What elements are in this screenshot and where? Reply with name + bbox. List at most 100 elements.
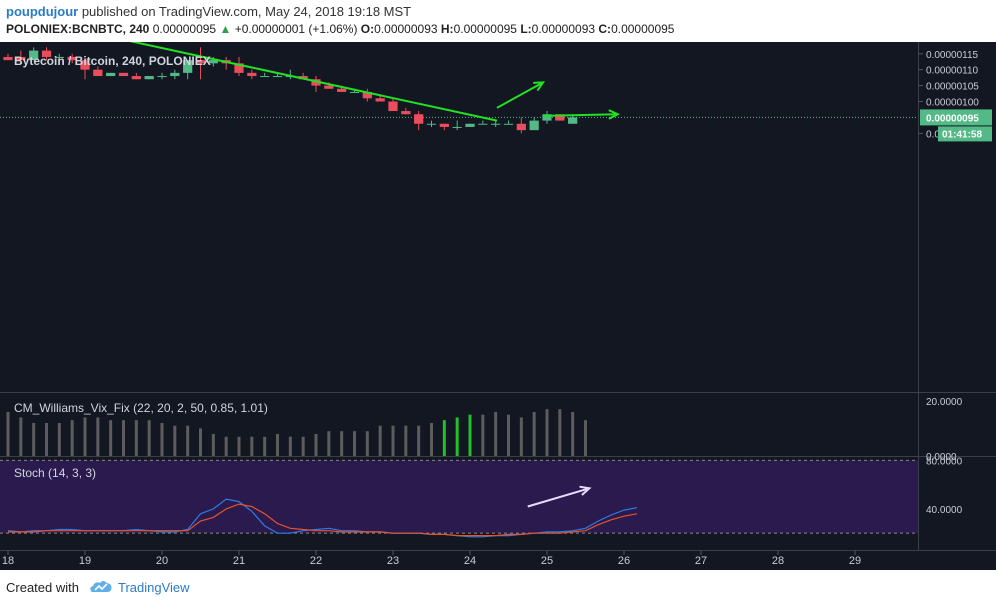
vix-bar xyxy=(340,431,344,456)
vix-bar xyxy=(519,417,523,456)
vix-bar xyxy=(70,420,74,456)
candle-body xyxy=(183,60,193,73)
vix-bar xyxy=(353,431,356,456)
vix-bar xyxy=(442,420,446,456)
candle-body xyxy=(234,63,244,73)
y-tick-label: 0.00000100 xyxy=(926,98,979,109)
main-pane[interactable] xyxy=(0,42,918,392)
vix-bar xyxy=(276,433,279,456)
vix-pane-title: CM_Williams_Vix_Fix (22, 20, 2, 50, 0.85… xyxy=(14,401,268,415)
candle-body xyxy=(29,50,39,61)
y-tick-label: 0.00000115 xyxy=(926,50,979,61)
vix-bar xyxy=(468,414,472,456)
candle-body xyxy=(414,114,424,124)
vix-bars xyxy=(6,409,587,456)
vix-bar xyxy=(571,411,575,456)
candle-body xyxy=(516,123,526,131)
candle-body xyxy=(260,76,270,78)
vix-bar xyxy=(134,420,138,456)
open-value: 0.00000093 xyxy=(374,22,438,36)
vix-bar xyxy=(45,422,48,456)
low-label: L: xyxy=(520,22,532,36)
vix-bar xyxy=(314,433,318,456)
candle-body xyxy=(465,123,475,127)
x-tick-label: 21 xyxy=(233,555,245,567)
up-arrow-icon: ▲ xyxy=(219,22,232,36)
last-price-badge xyxy=(920,109,992,126)
stoch-d-line xyxy=(8,503,637,537)
candle-body xyxy=(170,72,180,77)
projection-arrow xyxy=(543,113,618,117)
x-tick-label: 28 xyxy=(772,555,784,567)
time-axis: 18 19 20 21 22 23 24 25 26 27 28 29 xyxy=(2,550,861,567)
candle-body xyxy=(375,98,385,102)
price-axis: 0.00000115 0.00000110 0.00000105 0.00000100… xyxy=(0,50,992,534)
chart-svg[interactable]: 18 19 20 21 22 23 24 25 26 27 28 29 0.000001150.000… xyxy=(0,33,996,570)
vix-pane[interactable] xyxy=(0,394,918,456)
candle-body xyxy=(568,117,578,124)
candle-body xyxy=(106,72,116,77)
candle-body xyxy=(426,123,437,125)
tradingview-brand-link[interactable]: TradingView xyxy=(118,580,190,595)
candle-body xyxy=(555,114,565,121)
countdown-badge xyxy=(938,126,992,142)
last-price-label: 0.00000095 xyxy=(926,113,979,124)
candle-body xyxy=(478,123,488,125)
published-text: published on TradingView.com, May 24, 20… xyxy=(81,4,412,19)
vix-bar xyxy=(391,425,395,456)
candle-body xyxy=(118,72,129,77)
candle-body xyxy=(80,60,90,70)
vix-bar xyxy=(173,425,177,456)
candle-body xyxy=(542,114,552,121)
open-label: O: xyxy=(360,22,375,36)
candle-body xyxy=(195,60,206,64)
vix-bar xyxy=(19,417,23,456)
vix-bar xyxy=(378,425,382,456)
vix-bar xyxy=(365,431,369,456)
vix-bar xyxy=(237,436,241,456)
tradingview-logo-icon[interactable] xyxy=(88,578,114,596)
vix-bar xyxy=(32,422,36,456)
stoch-lines xyxy=(7,498,637,538)
vix-bar xyxy=(288,436,292,456)
x-tick-label: 24 xyxy=(464,555,476,567)
vix-bar xyxy=(545,409,549,456)
candle-body xyxy=(157,76,167,78)
vix-bar xyxy=(199,428,202,456)
y-tick-label: 0.00000110 xyxy=(926,66,979,77)
candle-body xyxy=(452,126,462,128)
candle-body xyxy=(439,123,449,127)
candle-body xyxy=(54,56,64,58)
created-with-label: Created with xyxy=(6,580,79,595)
projection-arrow xyxy=(496,81,544,109)
chart-area[interactable]: 18 19 20 21 22 23 24 25 26 27 28 29 0.00000115 0.000… xyxy=(0,33,996,570)
change-value: +0.00000001 (+1.06%) xyxy=(234,22,358,36)
vix-bar xyxy=(558,409,562,456)
symbol-label: POLONIEX:BCNBTC, 240 xyxy=(6,22,150,36)
vix-bar xyxy=(404,425,408,456)
stoch-band-background xyxy=(0,460,918,534)
vix-bar xyxy=(6,411,10,456)
candle-body xyxy=(349,91,360,93)
x-tick-label: 22 xyxy=(310,555,322,567)
chart-header: poupdujour published on TradingView.com,… xyxy=(0,0,996,42)
x-tick-label: 23 xyxy=(387,555,399,567)
trendline xyxy=(100,33,498,122)
x-tick-label: 26 xyxy=(618,555,630,567)
candle-body xyxy=(491,123,501,125)
footer: Created with TradingView xyxy=(0,570,996,605)
candle-body xyxy=(67,56,77,61)
low-value: 0.00000093 xyxy=(531,22,596,36)
projection-arrow-head xyxy=(533,81,546,92)
author-link[interactable]: poupdujour xyxy=(6,4,79,19)
vix-bar xyxy=(109,420,113,456)
vix-bar xyxy=(481,414,485,456)
main-pane-title: Bytecoin / Bitcoin, 240, POLONIEX xyxy=(14,54,211,68)
close-label: C: xyxy=(598,22,612,36)
vix-y-tick-label: 20.0000 xyxy=(926,397,963,408)
candle-body xyxy=(208,60,218,64)
vix-bar xyxy=(122,420,125,456)
vix-bar xyxy=(224,436,228,456)
vix-bar xyxy=(250,436,254,456)
vix-bar xyxy=(186,425,190,456)
